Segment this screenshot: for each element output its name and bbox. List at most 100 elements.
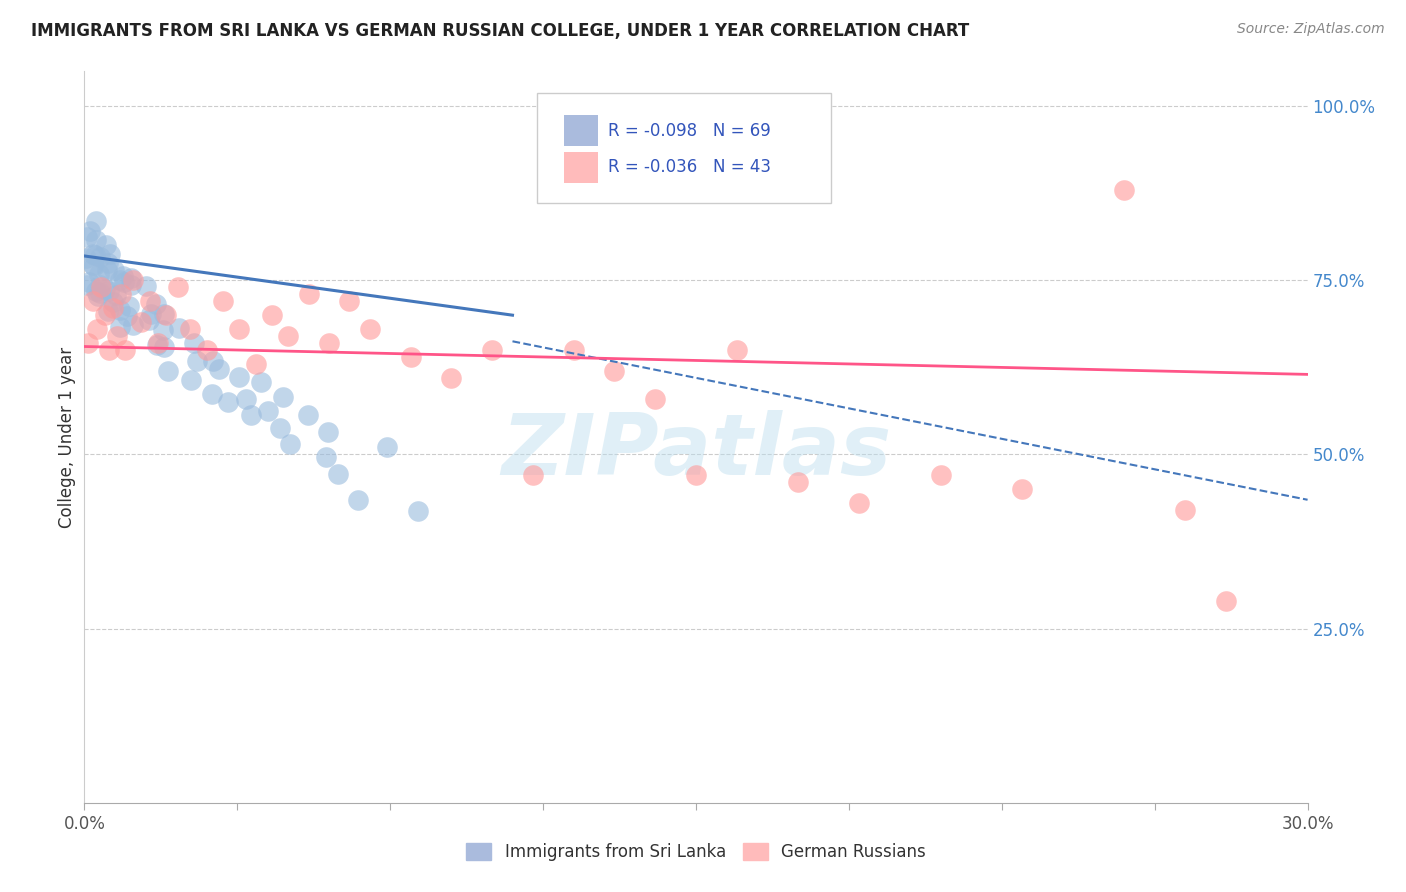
Point (848, 496, 870, 510)
Point (346, 492, 368, 507)
Legend: Immigrants from Sri Lanka, German Russians: Immigrants from Sri Lanka, German Russia… (460, 836, 932, 868)
Point (98, 247, 121, 261)
Point (94, 282, 117, 296)
Point (269, 421, 291, 435)
Text: R = -0.036   N = 43: R = -0.036 N = 43 (607, 158, 770, 177)
Point (120, 278, 142, 293)
Point (152, 323, 174, 337)
Point (339, 294, 361, 309)
Point (108, 273, 131, 287)
Point (155, 308, 177, 322)
Point (208, 361, 231, 376)
Point (82, 258, 104, 272)
Point (77, 275, 100, 289)
Point (787, 475, 810, 490)
Point (84, 213, 107, 227)
Point (562, 343, 585, 357)
Point (94, 238, 117, 252)
Point (245, 357, 267, 371)
Text: Source: ZipAtlas.com: Source: ZipAtlas.com (1237, 22, 1385, 37)
Point (108, 320, 131, 334)
Point (122, 273, 145, 287)
Point (725, 343, 748, 357)
Point (1215, 594, 1237, 608)
Text: R = -0.098   N = 69: R = -0.098 N = 69 (607, 121, 770, 140)
Point (186, 353, 208, 368)
Text: ZIPatlas: ZIPatlas (501, 410, 891, 493)
Point (89, 285, 111, 300)
Point (76, 230, 98, 244)
Point (152, 306, 174, 320)
Point (111, 268, 134, 283)
Point (105, 329, 128, 343)
Point (120, 270, 142, 285)
Point (115, 310, 138, 324)
Point (167, 280, 190, 294)
Point (1114, 183, 1136, 197)
Point (114, 343, 136, 357)
Point (298, 287, 321, 301)
Point (157, 364, 180, 378)
Point (84, 233, 107, 247)
Point (101, 294, 124, 309)
Point (271, 390, 294, 404)
Point (201, 354, 224, 368)
Point (228, 322, 250, 336)
Point (169, 321, 191, 335)
Point (195, 343, 218, 357)
Point (278, 437, 301, 451)
Point (104, 287, 127, 301)
Point (76, 278, 98, 293)
Point (1174, 503, 1197, 517)
FancyBboxPatch shape (564, 115, 598, 146)
Point (316, 425, 339, 440)
Point (146, 337, 169, 351)
Point (101, 301, 124, 316)
Point (83, 259, 105, 273)
Point (153, 340, 176, 354)
Point (603, 364, 626, 378)
Point (644, 392, 666, 406)
Point (399, 350, 422, 364)
Point (375, 440, 398, 454)
Point (297, 408, 319, 422)
Point (87, 289, 110, 303)
Point (97, 256, 120, 270)
FancyBboxPatch shape (537, 94, 831, 203)
Point (82, 294, 104, 309)
Point (277, 329, 299, 343)
Point (328, 467, 350, 482)
Point (406, 504, 429, 518)
Point (77, 336, 100, 351)
Y-axis label: College, Under 1 year: College, Under 1 year (58, 346, 76, 528)
Point (440, 371, 463, 385)
Point (98, 284, 121, 298)
Point (522, 468, 544, 483)
Point (83, 248, 105, 262)
Point (86, 322, 108, 336)
Point (90, 280, 112, 294)
Point (141, 307, 163, 321)
Point (1011, 483, 1033, 497)
Point (87, 268, 110, 282)
Point (212, 294, 235, 309)
Point (131, 315, 153, 329)
Point (200, 387, 222, 401)
Point (110, 287, 132, 301)
Point (146, 336, 169, 351)
Point (315, 450, 337, 465)
Point (108, 303, 131, 318)
Point (929, 468, 952, 483)
Point (183, 335, 205, 350)
Point (122, 318, 145, 333)
Point (82, 246, 104, 260)
Point (75, 252, 97, 266)
FancyBboxPatch shape (564, 152, 598, 183)
Point (481, 343, 503, 357)
Point (250, 375, 273, 389)
Point (685, 468, 707, 483)
Point (89, 278, 111, 293)
Point (114, 276, 136, 290)
Point (228, 370, 250, 384)
Point (138, 312, 160, 326)
